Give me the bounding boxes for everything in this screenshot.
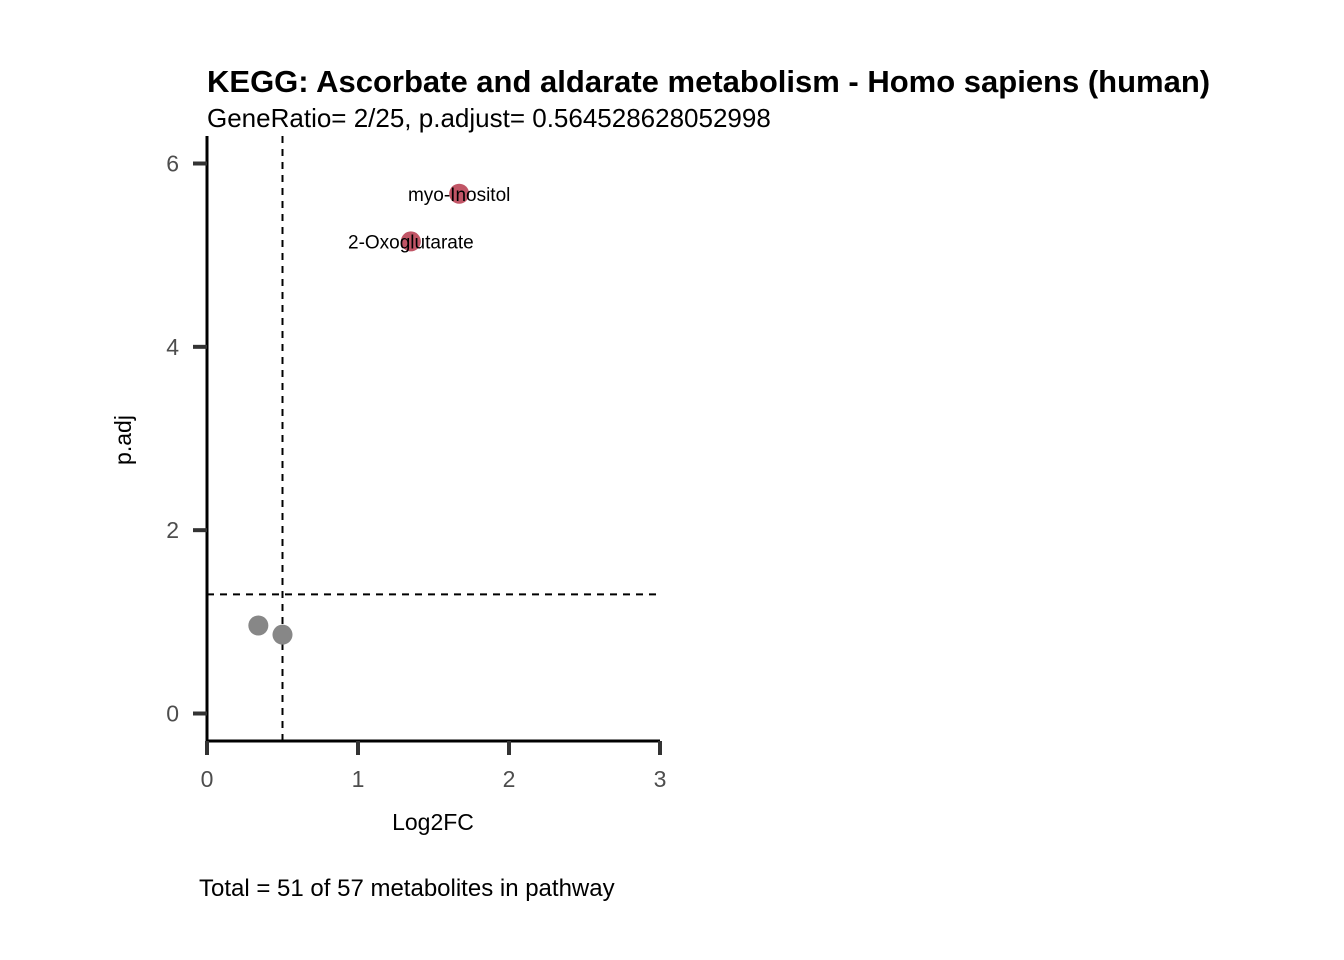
x-tick-label: 1 bbox=[352, 766, 365, 792]
y-tick-label: 4 bbox=[166, 334, 179, 360]
y-axis-title: p.adj bbox=[110, 415, 136, 465]
significant-data-point bbox=[400, 231, 421, 252]
x-tick-label: 0 bbox=[201, 766, 214, 792]
significant-data-point bbox=[449, 183, 470, 204]
data-point bbox=[248, 615, 269, 636]
chart-title: KEGG: Ascorbate and aldarate metabolism … bbox=[207, 64, 1210, 99]
point-label: myo-Inositol bbox=[408, 185, 510, 206]
point-label: 2-Oxoglutarate bbox=[348, 232, 474, 253]
y-tick-label: 2 bbox=[166, 517, 179, 543]
data-point bbox=[272, 624, 293, 645]
plot-area: 0 1 2 3 0 2 4 6 myo-Inositol 2-Oxoglutarate bbox=[166, 136, 666, 792]
chart-caption: Total = 51 of 57 metabolites in pathway bbox=[199, 875, 615, 902]
x-axis-title: Log2FC bbox=[392, 809, 474, 835]
chart-subtitle: GeneRatio= 2/25, p.adjust= 0.56452862805… bbox=[207, 103, 771, 133]
y-tick-label: 6 bbox=[166, 151, 179, 177]
x-tick-label: 3 bbox=[654, 766, 667, 792]
x-tick-label: 2 bbox=[503, 766, 516, 792]
y-tick-label: 0 bbox=[166, 701, 179, 727]
